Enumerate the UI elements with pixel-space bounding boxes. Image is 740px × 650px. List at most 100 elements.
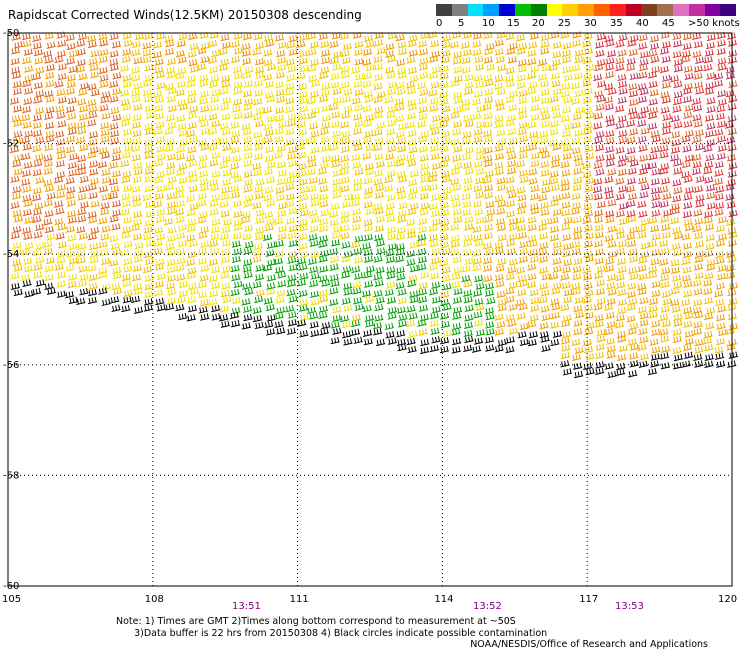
wind-barb (263, 34, 274, 42)
wind-barb (330, 202, 340, 211)
wind-barb (65, 176, 75, 185)
wind-barb (222, 96, 232, 105)
map-title: Rapidscat Corrected Winds(12.5KM) 201503… (8, 8, 362, 22)
wind-barb (516, 47, 526, 55)
wind-barb (363, 224, 374, 232)
wind-barb (439, 81, 449, 89)
wind-barb (364, 162, 375, 171)
wind-barb (288, 34, 298, 43)
wind-barb (485, 312, 495, 321)
wind-barb (342, 320, 352, 329)
wind-barb (76, 39, 86, 48)
wind-barb (309, 90, 320, 98)
wind-barb (298, 224, 308, 232)
wind-barb (166, 297, 177, 305)
wind-barb (142, 265, 153, 274)
wind-barb (331, 239, 341, 247)
wind-barb (44, 225, 55, 234)
wind-barb (386, 266, 396, 274)
wind-barb (318, 177, 328, 185)
wind-barb (87, 40, 98, 49)
wind-barb (572, 272, 582, 281)
wind-barb (475, 146, 485, 154)
legend-swatch (720, 4, 737, 16)
wind-barb (231, 240, 241, 248)
wind-barb (175, 215, 185, 224)
wind-barb (508, 303, 518, 311)
wind-barb (451, 281, 461, 289)
wind-barb (220, 192, 230, 201)
wind-barb (35, 107, 45, 115)
wind-barb (527, 272, 537, 281)
wind-barb (615, 273, 625, 282)
wind-barb (76, 249, 86, 258)
wind-barb (288, 295, 298, 303)
wind-barb (638, 144, 648, 152)
wind-barb (265, 303, 275, 312)
wind-barb (286, 279, 297, 288)
wind-barb (101, 282, 111, 291)
wind-barb (409, 295, 419, 304)
wind-barb (725, 72, 736, 80)
wind-barb (329, 263, 339, 271)
wind-barb (417, 120, 427, 128)
wind-barb (728, 282, 738, 290)
wind-barb (549, 170, 559, 178)
wind-barb (682, 95, 693, 104)
wind-barb (508, 90, 519, 98)
wind-barb (670, 146, 681, 154)
wind-barb (539, 255, 549, 263)
wind-barb (607, 288, 617, 296)
wind-barb (265, 95, 276, 103)
wind-barb (200, 313, 210, 321)
wind-barb (463, 289, 473, 297)
wind-barb (166, 153, 176, 161)
wind-barb (56, 280, 66, 288)
wind-barb (627, 107, 638, 115)
wind-barb (704, 176, 714, 184)
wind-barb (728, 297, 738, 306)
wind-barb (252, 281, 262, 289)
wind-barb (153, 289, 163, 297)
wind-barb (496, 320, 506, 329)
wind-barb (496, 31, 506, 39)
wind-barb (175, 168, 186, 176)
wind-barb (594, 63, 604, 72)
wind-barb (376, 47, 386, 55)
wind-barb (628, 192, 638, 201)
wind-barb (571, 240, 581, 249)
wind-barb (221, 41, 232, 49)
wind-barb (429, 319, 439, 327)
wind-barb (277, 56, 287, 65)
wind-barb (100, 208, 110, 216)
wind-barb (110, 296, 120, 304)
wind-barb (549, 234, 560, 242)
wind-barb (176, 257, 186, 265)
wind-barb (684, 351, 694, 360)
wind-barb (299, 250, 309, 259)
wind-barb (572, 216, 582, 224)
wind-barb (387, 306, 398, 314)
wind-barb (406, 153, 416, 162)
wind-barb (88, 57, 98, 66)
wind-barb (683, 120, 693, 128)
wind-barb (704, 353, 714, 361)
wind-barb (221, 74, 231, 83)
wind-barb (199, 90, 210, 98)
wind-barb (573, 257, 583, 265)
wind-barb (176, 273, 186, 282)
wind-barb (496, 87, 506, 96)
wind-barb (594, 231, 604, 239)
wind-barb (33, 159, 43, 167)
wind-barb (703, 216, 714, 224)
wind-barb (68, 65, 78, 74)
wind-barb (694, 339, 704, 347)
wind-barb (409, 290, 419, 298)
wind-barb (618, 185, 628, 193)
wind-barb (144, 218, 154, 227)
wind-barb (484, 282, 495, 290)
wind-barb (13, 41, 23, 49)
wind-barb (595, 168, 605, 176)
wind-barb (571, 82, 581, 90)
wind-barb (375, 224, 385, 233)
